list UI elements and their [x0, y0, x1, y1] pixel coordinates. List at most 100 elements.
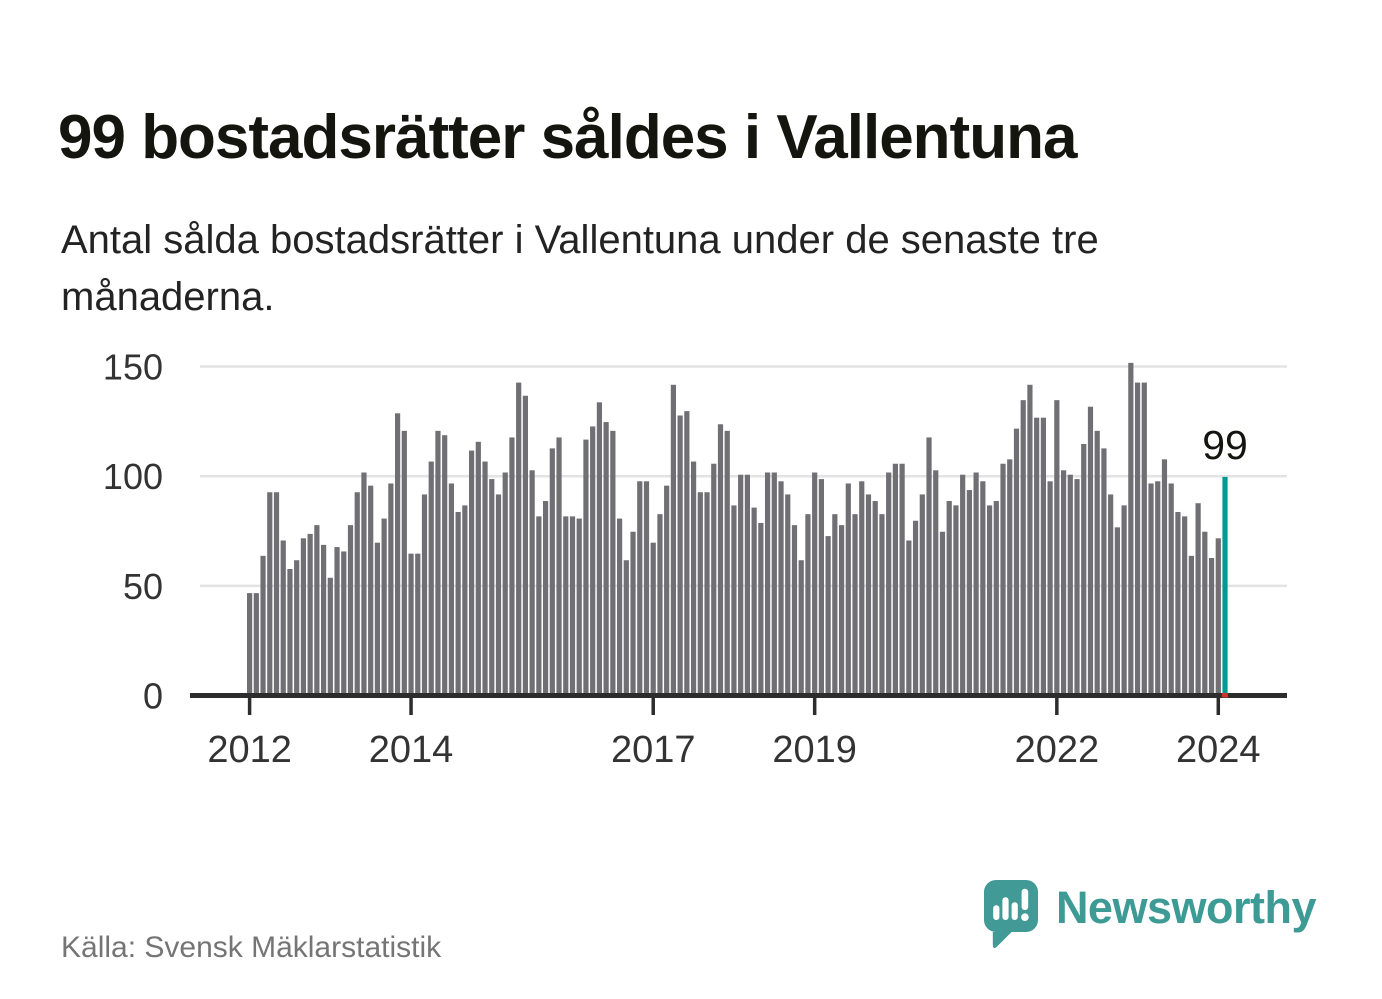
bar [731, 505, 737, 694]
bar [549, 448, 555, 694]
bar [341, 551, 347, 694]
bar [650, 542, 656, 694]
bar [1202, 531, 1208, 694]
bar [751, 507, 757, 694]
bar [1121, 505, 1127, 694]
bar [489, 479, 495, 694]
bar [616, 518, 623, 694]
bar [785, 494, 791, 694]
bar [334, 547, 340, 694]
bar [1094, 430, 1100, 694]
bar [583, 439, 589, 694]
bar [267, 492, 273, 694]
bar [542, 501, 549, 694]
source-text: Källa: Svensk Mäklarstatistik [61, 931, 442, 964]
bar [670, 384, 676, 694]
bar [455, 511, 461, 694]
bar [314, 525, 320, 694]
bar [294, 560, 300, 694]
bar [563, 516, 569, 694]
bar [475, 441, 481, 694]
bar [697, 492, 703, 694]
bar [468, 450, 475, 694]
x-tick-label: 2022 [1015, 729, 1100, 771]
bar [1188, 555, 1194, 694]
bar [711, 463, 717, 694]
x-tick-label: 2012 [207, 729, 292, 771]
bar [845, 483, 851, 694]
bar [509, 437, 515, 694]
bar [973, 472, 979, 694]
bar [247, 593, 253, 694]
bar [1020, 400, 1026, 694]
bar [791, 525, 798, 694]
bar [953, 505, 959, 694]
page-subtitle: Antal sålda bostadsrätter i Vallentuna u… [61, 218, 1099, 319]
bar [273, 492, 280, 694]
bar [657, 514, 663, 694]
bar [596, 402, 602, 694]
bar [933, 470, 939, 694]
bar [1040, 417, 1046, 694]
bar [906, 540, 912, 694]
bar [778, 481, 784, 694]
bar [805, 514, 811, 694]
bar [401, 430, 407, 694]
bar [738, 474, 744, 694]
bar [643, 481, 650, 694]
bar [946, 501, 952, 694]
bar [1013, 428, 1020, 694]
bar [986, 505, 993, 694]
bar [1067, 474, 1073, 694]
bar [1161, 459, 1168, 694]
bar [764, 472, 771, 694]
bar [516, 382, 522, 694]
bar [590, 426, 596, 694]
bar [980, 481, 986, 694]
bar [1195, 503, 1201, 694]
y-tick-label: 50 [123, 566, 163, 607]
bar [576, 518, 582, 694]
x-tick-label: 2017 [611, 729, 696, 771]
bar [960, 474, 966, 694]
bar [1000, 463, 1006, 694]
bar [677, 415, 683, 694]
bar [1215, 538, 1221, 694]
bar [502, 472, 508, 694]
brand-name: Newsworthy [1055, 881, 1317, 933]
bar [912, 520, 919, 694]
bar [1182, 516, 1188, 694]
bar [865, 494, 872, 694]
bar [926, 437, 932, 694]
y-tick-label: 100 [103, 456, 163, 497]
bar [347, 525, 354, 694]
bar [1034, 417, 1040, 694]
bar [361, 472, 367, 694]
bar [307, 533, 313, 694]
bar [1148, 483, 1154, 694]
bar [354, 492, 360, 694]
bar [1208, 558, 1215, 694]
bar [939, 531, 946, 694]
bar [812, 472, 818, 694]
bar [993, 501, 999, 694]
bar [408, 553, 414, 694]
bar [892, 463, 898, 694]
bar [388, 483, 394, 694]
brand-lockup: Newsworthy [982, 876, 1317, 952]
bar [818, 479, 824, 694]
bar [603, 422, 609, 694]
bar [1101, 448, 1107, 694]
x-tick-label: 2019 [772, 729, 857, 771]
bar [664, 485, 670, 694]
bar [859, 481, 865, 694]
y-tick-label: 150 [103, 347, 163, 388]
bar [421, 494, 428, 694]
bar [832, 514, 838, 694]
bar [852, 514, 858, 694]
sales-bar-chart: 0 50 100 150 2012 2014 2017 2019 2022 2024 99 [0, 330, 1382, 790]
bar [690, 461, 697, 694]
x-tick-label: 2024 [1176, 729, 1261, 771]
bar [758, 522, 764, 694]
bar [886, 472, 892, 694]
